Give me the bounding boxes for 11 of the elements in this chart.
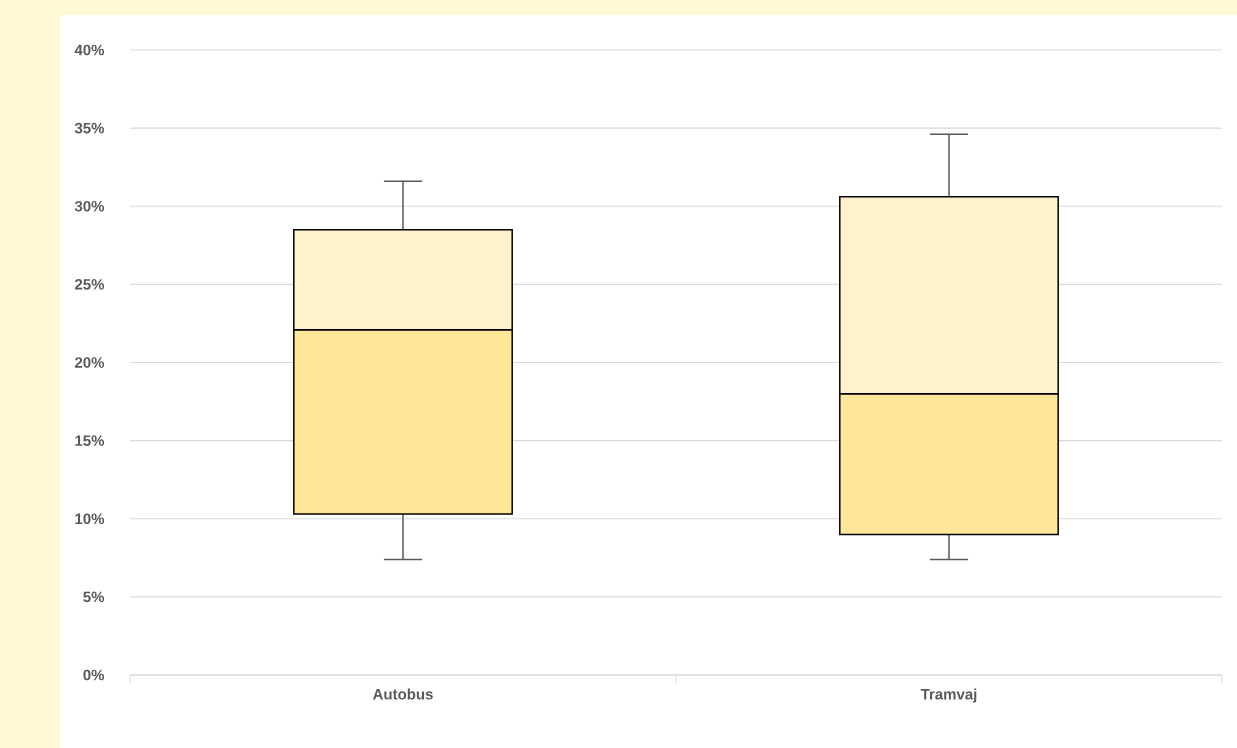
x-tick-label: Tramvaj bbox=[920, 688, 977, 703]
y-tick-label: 10% bbox=[75, 513, 105, 525]
y-tick-label: 35% bbox=[74, 122, 105, 134]
y-tick-label: 25% bbox=[74, 279, 105, 290]
y-tick-label: 40% bbox=[74, 44, 105, 56]
x-tick-label: Autobus bbox=[372, 688, 433, 700]
y-tick-label: 5% bbox=[83, 591, 105, 603]
y-tick-label: 30% bbox=[74, 200, 105, 212]
y-tick-label: 0% bbox=[83, 669, 105, 681]
y-tick-label: 20% bbox=[74, 357, 105, 368]
y-tick-label: 15% bbox=[75, 435, 105, 446]
